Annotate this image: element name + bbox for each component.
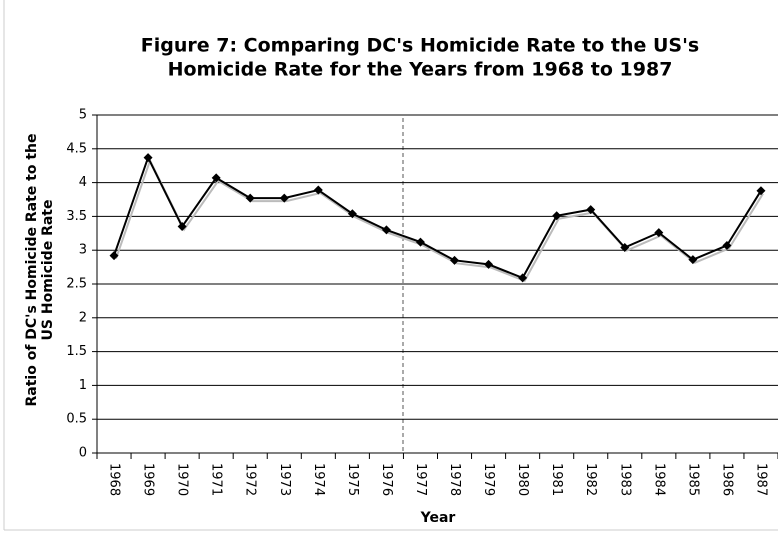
marker xyxy=(484,259,494,269)
x-tick-label: 1986 xyxy=(719,463,734,496)
x-tick-label: 1971 xyxy=(209,463,224,496)
marker xyxy=(109,251,119,261)
marker xyxy=(177,222,187,232)
marker xyxy=(347,209,357,219)
x-tick-label: 1987 xyxy=(753,463,768,496)
marker xyxy=(450,255,460,265)
y-tick-label: 4.5 xyxy=(66,141,87,156)
x-tick-label: 1970 xyxy=(175,463,190,496)
y-axis-title-line: Ratio of DC's Homicide Rate to the xyxy=(24,133,40,406)
marker xyxy=(722,240,732,250)
y-tick-label: 3 xyxy=(79,243,87,258)
marker xyxy=(620,242,630,252)
chart-title: Figure 7: Comparing DC's Homicide Rate t… xyxy=(141,35,700,57)
x-tick-label: 1976 xyxy=(379,463,394,496)
series-line xyxy=(113,155,762,280)
y-tick-label: 5 xyxy=(79,108,87,123)
marker xyxy=(381,225,391,235)
x-tick-label: 1984 xyxy=(651,463,666,496)
x-tick-label: 1982 xyxy=(583,463,598,496)
y-tick-label: 3.5 xyxy=(66,209,87,224)
marker xyxy=(279,193,289,203)
marker xyxy=(415,237,425,247)
x-tick-label: 1969 xyxy=(141,463,156,496)
shadow-line xyxy=(115,158,764,283)
x-tick-label: 1981 xyxy=(549,463,564,496)
y-tick-label: 2 xyxy=(79,310,87,325)
x-tick-label: 1983 xyxy=(617,463,632,496)
x-tick-label: 1973 xyxy=(277,463,292,496)
x-tick-label: 1980 xyxy=(515,463,530,496)
x-tick-label: 1978 xyxy=(447,463,462,496)
y-tick-label: 1 xyxy=(79,378,87,393)
x-axis-title: Year xyxy=(420,510,456,526)
x-tick-label: 1975 xyxy=(345,463,360,496)
marker xyxy=(688,255,698,265)
y-tick-label: 2.5 xyxy=(66,277,87,292)
marker xyxy=(756,186,766,196)
marker xyxy=(211,173,221,183)
marker xyxy=(518,273,528,283)
chart-title: Homicide Rate for the Years from 1968 to… xyxy=(168,59,673,81)
x-tick-label: 1974 xyxy=(311,463,326,496)
y-tick-label: 4 xyxy=(79,175,87,190)
marker xyxy=(245,193,255,203)
y-axis-title-line: US Homicide Rate xyxy=(40,200,56,341)
marker xyxy=(654,228,664,238)
x-tick-label: 1977 xyxy=(413,463,428,496)
y-tick-label: 0 xyxy=(79,446,87,461)
x-tick-label: 1979 xyxy=(481,463,496,496)
marker xyxy=(313,185,323,195)
x-tick-label: 1972 xyxy=(243,463,258,496)
y-tick-label: 1.5 xyxy=(66,344,87,359)
y-axis-title: Ratio of DC's Homicide Rate to the US Ho… xyxy=(24,133,56,406)
y-tick-label: 0.5 xyxy=(66,412,87,427)
x-tick-label: 1968 xyxy=(107,463,122,496)
marker xyxy=(552,211,562,221)
x-tick-label: 1985 xyxy=(685,463,700,496)
marker xyxy=(586,205,596,215)
marker xyxy=(143,153,153,163)
